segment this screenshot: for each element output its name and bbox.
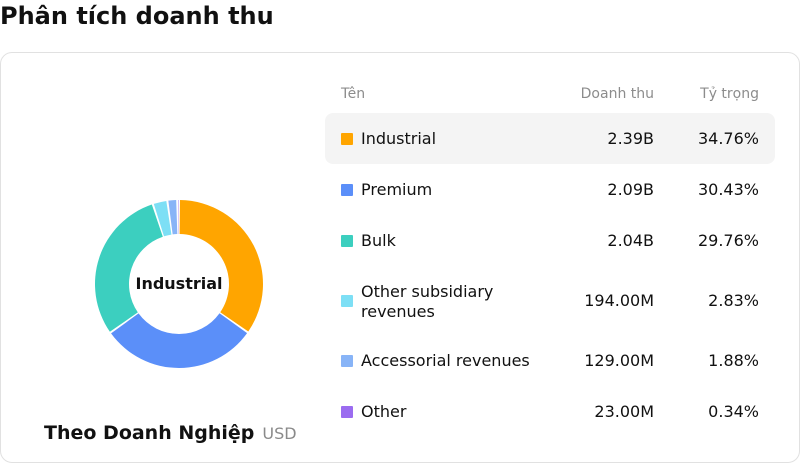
row-name: Accessorial revenues xyxy=(361,351,530,370)
row-share: 0.34% xyxy=(708,402,759,421)
column-header-name: Tên xyxy=(341,86,366,102)
legend-swatch-bulk xyxy=(341,235,353,247)
column-header-revenue: Doanh thu xyxy=(580,86,654,102)
donut-segment-bulk[interactable] xyxy=(95,204,163,332)
table-row-industrial[interactable]: Industrial 2.39B 34.76% xyxy=(325,113,775,164)
revenue-table: Tên Doanh thu Tỷ trọng Industrial 2.39B … xyxy=(325,84,775,421)
legend-swatch-premium xyxy=(341,184,353,196)
legend-swatch-industrial xyxy=(341,133,353,145)
donut-chart[interactable]: Industrial xyxy=(92,197,266,371)
table-row-other[interactable]: Other 23.00M 0.34% xyxy=(325,387,775,438)
table-row-other-subsidiary[interactable]: Other subsidiary revenues 194.00M 2.83% xyxy=(325,266,775,336)
legend-swatch-other xyxy=(341,406,353,418)
row-revenue: 129.00M xyxy=(584,351,654,370)
row-share: 30.43% xyxy=(697,180,759,199)
row-revenue: 23.00M xyxy=(594,402,654,421)
legend-swatch-other-subsidiary xyxy=(341,295,353,307)
column-header-share: Tỷ trọng xyxy=(700,86,759,102)
breakdown-title: Theo Doanh Nghiệp xyxy=(44,422,255,444)
table-row-premium[interactable]: Premium 2.09B 30.43% xyxy=(325,164,775,215)
donut-segment-other-subsidiary-revenues[interactable] xyxy=(153,200,172,237)
row-revenue: 2.04B xyxy=(607,231,654,250)
donut-svg xyxy=(95,200,263,368)
table-row-bulk[interactable]: Bulk 2.04B 29.76% xyxy=(325,215,775,266)
donut-segment-industrial[interactable] xyxy=(179,200,263,332)
unit-label: USD xyxy=(262,424,297,443)
row-name: Premium xyxy=(361,180,433,199)
donut-segment-other[interactable] xyxy=(178,200,179,235)
row-revenue: 194.00M xyxy=(584,291,654,310)
table-header: Tên Doanh thu Tỷ trọng xyxy=(325,84,775,106)
row-name: Bulk xyxy=(361,231,396,250)
row-share: 2.83% xyxy=(708,291,759,310)
row-share: 29.76% xyxy=(697,231,759,250)
table-row-accessorial[interactable]: Accessorial revenues 129.00M 1.88% xyxy=(325,336,775,387)
row-name: Other subsidiary revenues xyxy=(361,282,494,321)
row-revenue: 2.09B xyxy=(607,180,654,199)
row-name: Industrial xyxy=(361,129,437,148)
breakdown-selector[interactable]: Theo Doanh Nghiệp USD xyxy=(44,422,297,444)
donut-segment-premium[interactable] xyxy=(111,313,248,368)
legend-swatch-accessorial xyxy=(341,355,353,367)
row-share: 1.88% xyxy=(708,351,759,370)
page-title: Phân tích doanh thu xyxy=(0,2,274,30)
row-name: Other xyxy=(361,402,407,421)
row-revenue: 2.39B xyxy=(607,129,654,148)
row-share: 34.76% xyxy=(697,129,759,148)
donut-segment-accessorial-revenues[interactable] xyxy=(168,200,178,235)
